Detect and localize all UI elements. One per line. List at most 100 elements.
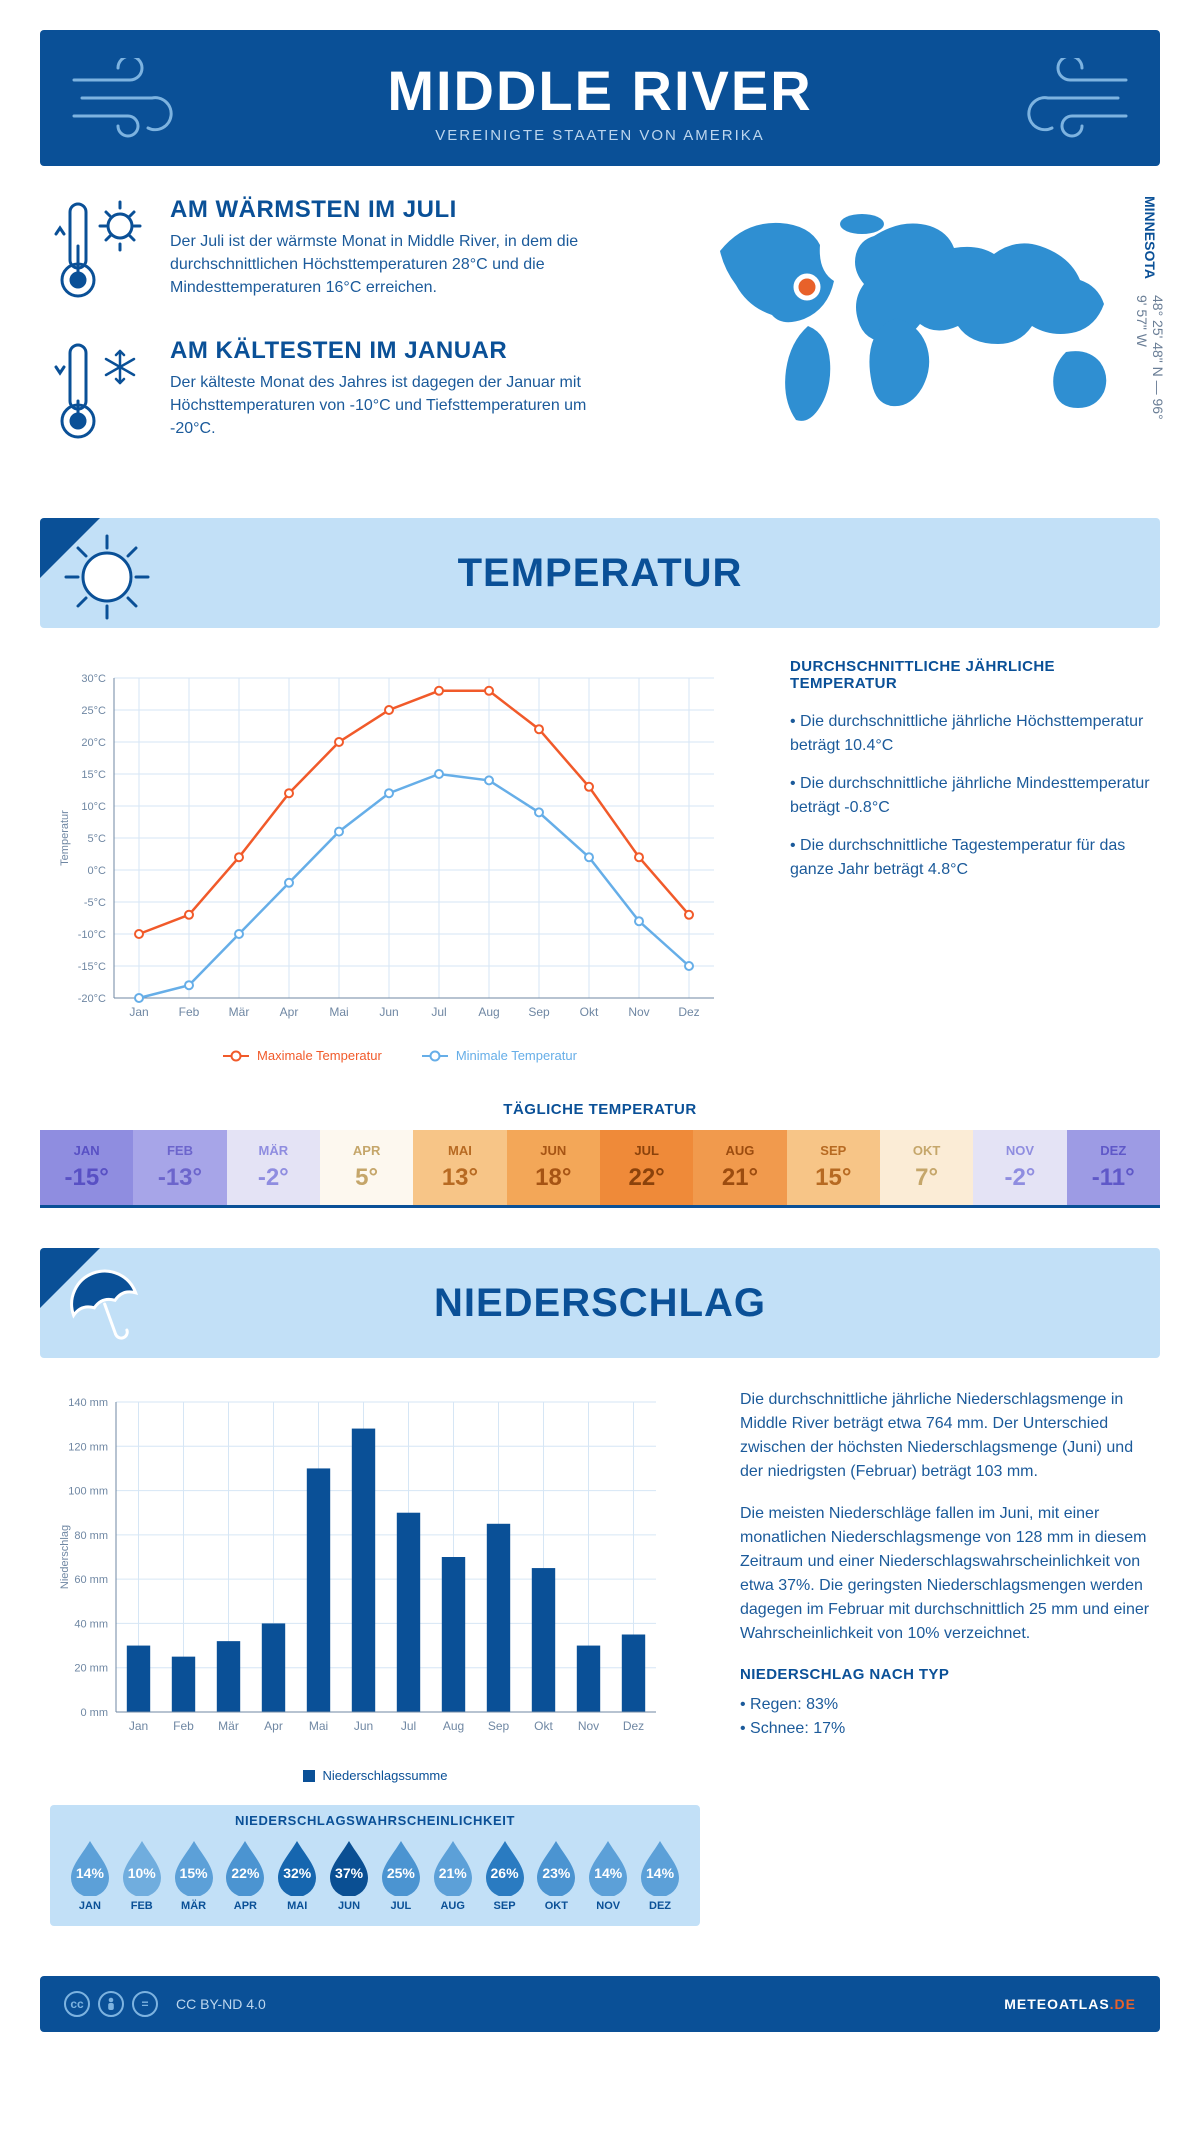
brand: METEOATLAS.DE xyxy=(1004,1996,1136,2012)
warmest-body: Der Juli ist der wärmste Monat in Middle… xyxy=(170,230,590,300)
nd-icon: = xyxy=(132,1991,158,2017)
wind-icon xyxy=(70,58,180,138)
temperature-legend: Maximale Temperatur Minimale Temperatur xyxy=(50,1048,750,1063)
probability-drop: 21% AUG xyxy=(427,1838,479,1912)
thermometer-snow-icon xyxy=(50,337,150,452)
map-marker xyxy=(796,276,818,298)
probability-drop: 14% JAN xyxy=(64,1838,116,1912)
license-block: cc = CC BY-ND 4.0 xyxy=(64,1991,266,2017)
daily-temp-cell: JUN18° xyxy=(507,1130,600,1205)
world-map: MINNESOTA 48° 25' 48" N — 96° 9' 57" W xyxy=(690,196,1150,431)
daily-temp-cell: AUG21° xyxy=(693,1130,786,1205)
svg-text:Nov: Nov xyxy=(628,1005,649,1019)
svg-text:-10°C: -10°C xyxy=(78,929,106,941)
probability-drop: 26% SEP xyxy=(479,1838,531,1912)
by-icon xyxy=(98,1991,124,2017)
svg-text:Mai: Mai xyxy=(329,1005,348,1019)
coldest-body: Der kälteste Monat des Jahres ist dagege… xyxy=(170,371,590,441)
probability-drop: 14% DEZ xyxy=(634,1838,686,1912)
daily-temp-cell: MAI13° xyxy=(413,1130,506,1205)
svg-text:-5°C: -5°C xyxy=(84,897,106,909)
svg-text:Okt: Okt xyxy=(580,1005,599,1019)
probability-drop: 25% JUL xyxy=(375,1838,427,1912)
svg-text:60 mm: 60 mm xyxy=(74,1574,108,1586)
svg-text:20°C: 20°C xyxy=(81,737,106,749)
svg-text:Feb: Feb xyxy=(173,1719,194,1733)
svg-text:Jun: Jun xyxy=(354,1719,373,1733)
daily-temp-cell: APR5° xyxy=(320,1130,413,1205)
precip-type-bullet: • Regen: 83% xyxy=(740,1693,1150,1717)
daily-temp-cell: OKT7° xyxy=(880,1130,973,1205)
page-title: MIDDLE RIVER xyxy=(80,58,1120,123)
svg-text:Temperatur: Temperatur xyxy=(59,810,71,866)
svg-text:Okt: Okt xyxy=(534,1719,553,1733)
svg-text:Nov: Nov xyxy=(578,1719,599,1733)
coldest-title: AM KÄLTESTEN IM JANUAR xyxy=(170,337,590,365)
daily-temp-cell: NOV-2° xyxy=(973,1130,1066,1205)
precipitation-chart: 0 mm 20 mm 40 mm 60 mm 80 mm 100 mm 120 mm 140 … xyxy=(50,1388,670,1758)
svg-text:-15°C: -15°C xyxy=(78,961,106,973)
svg-text:120 mm: 120 mm xyxy=(68,1441,108,1453)
temp-bullet: • Die durchschnittliche jährliche Höchst… xyxy=(790,710,1150,758)
svg-text:25°C: 25°C xyxy=(81,705,106,717)
svg-text:Apr: Apr xyxy=(264,1719,283,1733)
precipitation-text: Die durchschnittliche jährliche Niedersc… xyxy=(740,1388,1150,1926)
probability-box: NIEDERSCHLAGSWAHRSCHEINLICHKEIT 14% JAN … xyxy=(50,1805,700,1926)
svg-text:20 mm: 20 mm xyxy=(74,1663,108,1675)
svg-text:0°C: 0°C xyxy=(88,865,107,877)
svg-text:15°C: 15°C xyxy=(81,769,106,781)
svg-text:100 mm: 100 mm xyxy=(68,1486,108,1498)
svg-text:40 mm: 40 mm xyxy=(74,1618,108,1630)
svg-text:Jun: Jun xyxy=(379,1005,398,1019)
probability-drop: 37% JUN xyxy=(323,1838,375,1912)
wind-icon xyxy=(1020,58,1130,138)
temperature-side-panel: DURCHSCHNITTLICHE JÄHRLICHE TEMPERATUR •… xyxy=(790,658,1150,1063)
page-subtitle: VEREINIGTE STAATEN VON AMERIKA xyxy=(80,127,1120,144)
svg-text:Aug: Aug xyxy=(478,1005,499,1019)
probability-drop: 32% MAI xyxy=(271,1838,323,1912)
svg-text:Apr: Apr xyxy=(280,1005,299,1019)
precip-type-bullet: • Schnee: 17% xyxy=(740,1717,1150,1741)
probability-title: NIEDERSCHLAGSWAHRSCHEINLICHKEIT xyxy=(64,1805,686,1838)
svg-text:0 mm: 0 mm xyxy=(81,1707,109,1719)
temperature-section-head: TEMPERATUR xyxy=(40,518,1160,628)
precipitation-section-head: NIEDERSCHLAG xyxy=(40,1248,1160,1358)
temperature-title: TEMPERATUR xyxy=(458,551,743,596)
intro-section: AM WÄRMSTEN IM JULI Der Juli ist der wär… xyxy=(40,166,1160,508)
svg-text:Jul: Jul xyxy=(401,1719,416,1733)
precipitation-title: NIEDERSCHLAG xyxy=(434,1281,766,1326)
svg-text:Jan: Jan xyxy=(129,1719,148,1733)
svg-text:Mai: Mai xyxy=(309,1719,328,1733)
temp-bullet: • Die durchschnittliche jährliche Mindes… xyxy=(790,772,1150,820)
svg-text:Jul: Jul xyxy=(431,1005,446,1019)
coldest-block: AM KÄLTESTEN IM JANUAR Der kälteste Mona… xyxy=(50,337,650,452)
svg-text:-20°C: -20°C xyxy=(78,993,106,1005)
svg-text:10°C: 10°C xyxy=(81,801,106,813)
warmest-block: AM WÄRMSTEN IM JULI Der Juli ist der wär… xyxy=(50,196,650,311)
svg-text:140 mm: 140 mm xyxy=(68,1397,108,1409)
temp-averages-title: DURCHSCHNITTLICHE JÄHRLICHE TEMPERATUR xyxy=(790,658,1150,692)
probability-drop: 22% APR xyxy=(219,1838,271,1912)
precip-type-title: NIEDERSCHLAG NACH TYP xyxy=(740,1664,1150,1687)
thermometer-sun-icon xyxy=(50,196,150,311)
temp-bullet: • Die durchschnittliche Tagestemperatur … xyxy=(790,834,1150,882)
cc-icon: cc xyxy=(64,1991,90,2017)
daily-temp-cell: FEB-13° xyxy=(133,1130,226,1205)
svg-text:30°C: 30°C xyxy=(81,673,106,685)
coordinates: MINNESOTA 48° 25' 48" N — 96° 9' 57" W xyxy=(1134,196,1166,431)
daily-temperature-title: TÄGLICHE TEMPERATUR xyxy=(40,1101,1160,1118)
svg-text:Niederschlag: Niederschlag xyxy=(59,1525,71,1589)
svg-text:Aug: Aug xyxy=(443,1719,464,1733)
daily-temp-cell: DEZ-11° xyxy=(1067,1130,1160,1205)
probability-drop: 23% OKT xyxy=(530,1838,582,1912)
svg-text:80 mm: 80 mm xyxy=(74,1530,108,1542)
svg-text:5°C: 5°C xyxy=(88,833,107,845)
temperature-chart: -20°C -15°C -10°C -5°C 0°C 5°C 10°C 15°C 20°C 25°… xyxy=(50,658,750,1063)
daily-temp-cell: JUL22° xyxy=(600,1130,693,1205)
header-band: MIDDLE RIVER VEREINIGTE STAATEN VON AMER… xyxy=(40,30,1160,166)
warmest-title: AM WÄRMSTEN IM JULI xyxy=(170,196,590,224)
svg-text:Sep: Sep xyxy=(488,1719,510,1733)
svg-text:Mär: Mär xyxy=(218,1719,239,1733)
svg-text:Dez: Dez xyxy=(623,1719,644,1733)
footer: cc = CC BY-ND 4.0 METEOATLAS.DE xyxy=(40,1976,1160,2032)
